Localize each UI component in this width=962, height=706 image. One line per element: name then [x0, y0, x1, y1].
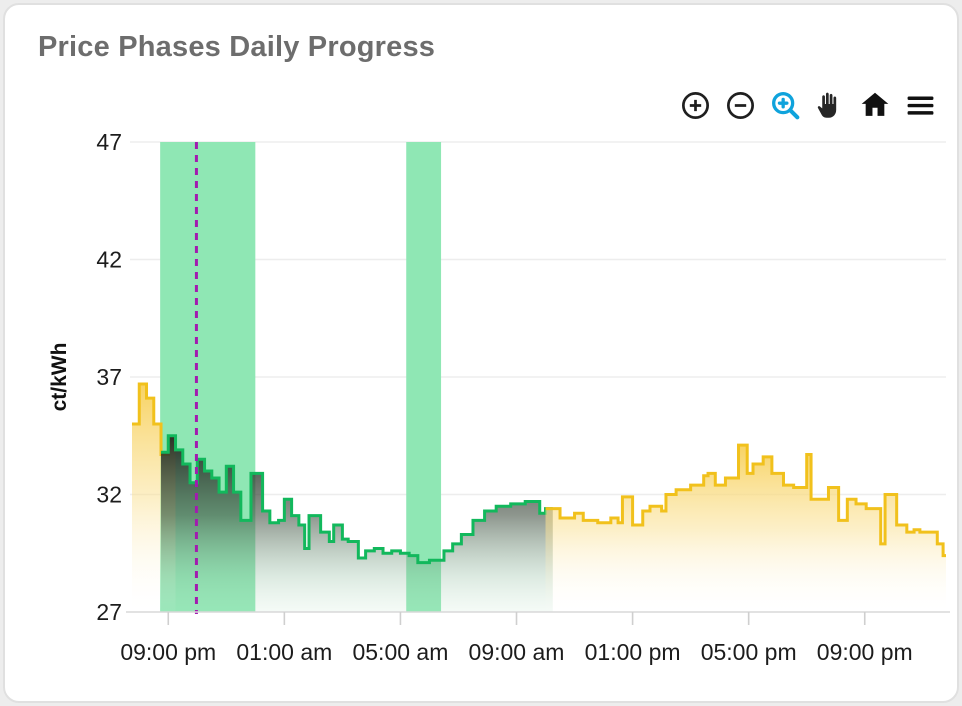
x-tick-label: 01:00 pm: [585, 639, 681, 665]
y-tick-label: 32: [96, 482, 122, 508]
zoom-in-button[interactable]: [678, 88, 712, 122]
y-tick-label: 37: [96, 364, 122, 390]
y-axis-title: ct/kWh: [48, 343, 71, 412]
zoom-out-icon: [726, 91, 754, 119]
pan-button[interactable]: [813, 88, 847, 122]
chart-title: Price Phases Daily Progress: [38, 31, 436, 63]
home-icon: [861, 92, 889, 116]
x-tick-label: 01:00 am: [236, 639, 332, 665]
menu-button[interactable]: [903, 88, 937, 122]
selection-zoom-icon: [771, 91, 799, 119]
chart-card: Price Phases Daily Progress 09:00 pm 01:0…: [3, 3, 959, 703]
price-chart[interactable]: 09:00 pm 01:00 am 05:00 am 09:00 am 01:00 pm…: [3, 3, 959, 703]
x-tick-label: 05:00 pm: [701, 639, 797, 665]
y-tick-label: 42: [96, 247, 122, 273]
expensive-phase-day-line: [545, 443, 946, 558]
series-layer: [132, 382, 946, 612]
zoom-in-icon: [681, 91, 709, 119]
cheap-phase-night-line: [161, 434, 553, 565]
selection-zoom-button[interactable]: [768, 88, 802, 122]
x-tick-label: 09:00 am: [469, 639, 565, 665]
zoom-out-button[interactable]: [723, 88, 757, 122]
home-button[interactable]: [858, 88, 892, 122]
y-tick-label: 27: [96, 599, 122, 625]
x-tick-label: 05:00 am: [352, 639, 448, 665]
x-tick-label: 09:00 pm: [120, 639, 216, 665]
x-tick-label: 09:00 pm: [817, 639, 913, 665]
y-tick-label: 47: [96, 129, 122, 155]
menu-icon: [907, 95, 933, 115]
expensive-phase-day-area: [545, 445, 946, 612]
y-axis: 27 32 37 42 47 ct/kWh: [48, 129, 122, 625]
cheap-window-2: [406, 142, 442, 612]
chart-toolbar: [678, 88, 937, 122]
pan-hand-icon: [817, 92, 836, 118]
cheap-phase-night-area: [161, 435, 553, 612]
x-axis: 09:00 pm 01:00 am 05:00 am 09:00 am 01:00 pm…: [120, 611, 950, 665]
